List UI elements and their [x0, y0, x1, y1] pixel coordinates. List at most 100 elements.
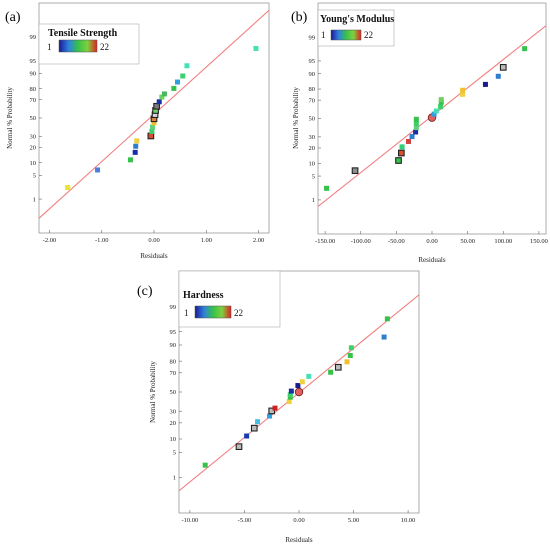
panel-b-data-point: [351, 167, 359, 175]
panel-c-data-point: [272, 405, 278, 411]
panel-a-legend-colorbar: [58, 39, 98, 53]
panel-a-data-point: [134, 138, 140, 144]
panel-c-data-point: [299, 379, 305, 385]
panel-a-label: (a): [5, 10, 21, 25]
panel-c-xlabel: Residuals: [285, 536, 312, 544]
panel-b: (b) 1 5 10 20 30 50 70 80 90 95 99 -150.00 -100.00 -5…: [291, 2, 548, 264]
panel-c-data-point: [347, 353, 353, 359]
panel-b-y-tick-label: 1: [312, 197, 315, 204]
panel-a-data-point: [149, 124, 155, 130]
panel-c-x-tick-label: -5.00: [238, 517, 252, 524]
panel-b-data-point: [460, 91, 466, 97]
panel-a-y-tick-label: 1: [33, 196, 36, 203]
panel-c-data-point: [268, 407, 276, 415]
panel-a-ylabel: Normal % Probability: [6, 87, 14, 149]
panel-a-y-tick-label: 20: [30, 145, 37, 152]
panel-a-data-point: [175, 79, 181, 85]
panel-c-y-tick-label: 99: [170, 304, 177, 311]
panel-b-data-point: [495, 73, 501, 79]
panel-b-plot: 1 5 10 20 30 50 70 80 90 95 99 -150.00 -100.00 -50.00…: [309, 25, 548, 245]
panel-c-x-tick-label: -10.00: [182, 517, 199, 524]
panel-c-data-point: [202, 462, 208, 468]
panel-c-x-tick-label: 0.00: [293, 517, 304, 524]
panel-b-data-point: [324, 185, 330, 191]
panel-c-data-point: [235, 443, 243, 451]
panel-a: (a) 1 5 10 20 30 50 70 80 90 95 99 -2.00 -1.00 0.00 1.…: [5, 2, 270, 260]
panel-b-data-point: [413, 116, 419, 122]
panel-a-data-point: [132, 149, 138, 155]
panel-c-y-tick-label: 10: [170, 436, 177, 443]
panel-c-legend-max: 22: [234, 308, 243, 318]
panel-a-x-tick-label: -1.00: [95, 237, 109, 244]
panel-c-data-point: [334, 363, 342, 371]
panel-a-y-tick-label: 80: [30, 86, 37, 93]
panel-b-data-point: [413, 125, 419, 131]
panel-a-y-tick-label: 50: [30, 115, 37, 122]
panel-b-x-tick-label: 50.00: [460, 238, 475, 245]
panel-b-legend: Young's Modulus 1 22: [317, 9, 394, 47]
panel-b-y-tick-label: 70: [309, 97, 316, 104]
panel-a-data-point: [159, 94, 165, 100]
panel-a-x-tick-label: 1.00: [201, 237, 212, 244]
panel-b-x-tick-label: 100.00: [494, 238, 512, 245]
panel-c-x-tick-label: 10.00: [401, 517, 416, 524]
panel-a-y-tick-label: 70: [30, 97, 37, 104]
panel-a-y-tick-label: 10: [30, 160, 37, 167]
panel-b-x-tick-label: 0.00: [426, 238, 437, 245]
panel-a-y-tick-label: 30: [30, 133, 37, 140]
panel-b-data-point: [433, 108, 439, 114]
panel-c-legend-title: Hardness: [183, 290, 224, 301]
panel-a-data-point: [253, 45, 259, 51]
panel-c-data-point: [250, 424, 258, 432]
panel-b-legend-min: 1: [321, 30, 326, 40]
panel-a-legend-title: Tensile Strength: [48, 28, 118, 39]
panel-b-data-point: [399, 144, 405, 150]
panel-c-data-point: [255, 419, 261, 425]
panel-b-legend-max: 22: [364, 30, 373, 40]
panel-c-x-tick-label: 5.00: [348, 517, 359, 524]
panel-a-y-tick-label: 95: [30, 58, 37, 65]
panel-a-legend-max: 22: [100, 42, 109, 52]
panel-a-x-tick-label: 0.00: [148, 237, 159, 244]
panel-a-x-tick-label: 2.00: [253, 237, 264, 244]
panel-c-data-point: [348, 345, 354, 351]
panel-b-x-tick-label: -50.00: [388, 238, 405, 245]
panel-a-y-tick-label: 90: [30, 71, 37, 78]
panel-b-data-point: [398, 149, 405, 157]
panel-a-data-point: [147, 132, 155, 140]
panel-a-data-point: [151, 120, 157, 126]
panel-c-y-tick-label: 90: [170, 342, 177, 349]
panel-b-legend-colorbar: [330, 29, 362, 41]
panel-b-y-tick-label: 95: [309, 58, 316, 65]
panel-b-data-point: [413, 120, 419, 126]
panel-c-data-point: [287, 392, 293, 398]
panel-c-data-point: [328, 369, 334, 375]
panel-c-y-tick-label: 70: [170, 370, 177, 377]
panel-b-data-point: [431, 111, 437, 117]
panel-c-legend-colorbar: [194, 305, 232, 319]
panel-c-y-tick-label: 1: [173, 474, 176, 481]
panel-a-data-point: [180, 73, 186, 79]
panel-b-data-point: [438, 104, 444, 110]
panel-c-label: (c): [137, 284, 153, 299]
panel-c-legend: Hardness 1 22: [178, 270, 281, 328]
panel-c-y-tick-label: 80: [170, 358, 177, 365]
panel-c-data-point: [306, 373, 312, 379]
panel-c-legend-min: 1: [184, 308, 189, 318]
panel-b-y-tick-label: 30: [309, 134, 316, 141]
panel-c-data-point: [286, 399, 292, 405]
panel-a-y-tick-label: 5: [33, 173, 36, 180]
panel-b-y-tick-label: 10: [309, 161, 316, 168]
panel-c-y-tick-label: 30: [170, 408, 177, 415]
panel-b-data-point: [409, 134, 415, 140]
panel-a-legend-min: 1: [47, 42, 52, 52]
panel-a-legend: Tensile Strength 1 22: [38, 23, 140, 65]
panel-b-y-tick-label: 80: [309, 86, 316, 93]
panel-b-data-point: [395, 157, 402, 164]
panel-a-data-point: [153, 102, 160, 110]
panel-c-data-point: [294, 387, 304, 397]
panel-a-data-point: [149, 128, 155, 134]
panel-a-data-point: [171, 85, 177, 91]
panel-a-data-point: [161, 91, 167, 97]
panel-b-data-point: [522, 46, 528, 52]
